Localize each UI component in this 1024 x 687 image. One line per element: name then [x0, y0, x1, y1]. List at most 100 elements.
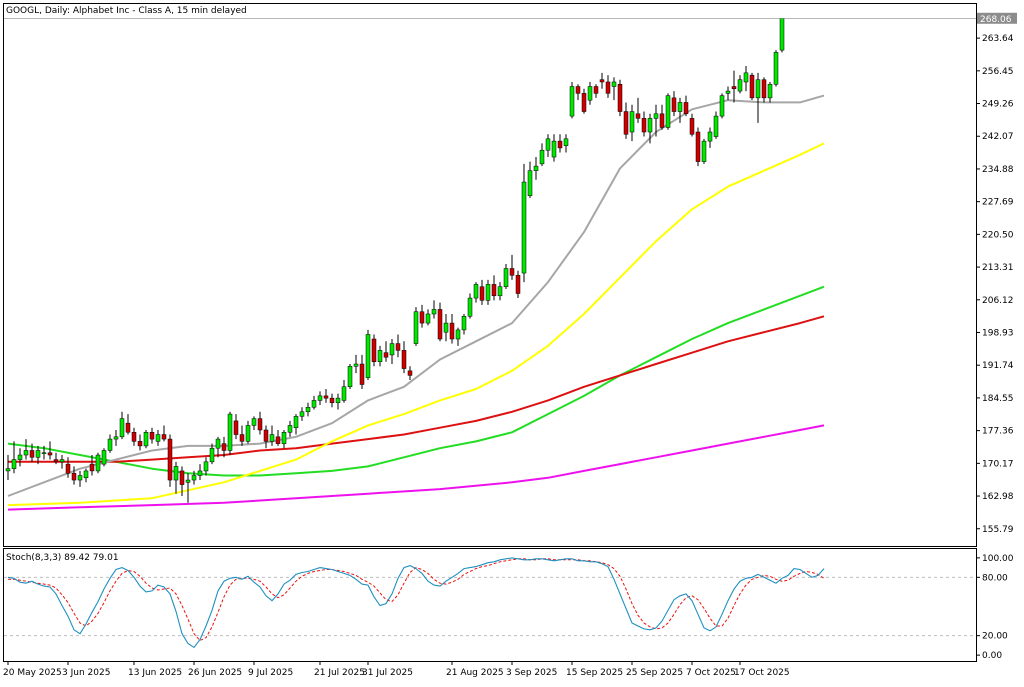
stoch-tick-label: 80.00 — [982, 573, 1008, 583]
candle-bullish — [443, 313, 449, 342]
candle-bearish — [179, 466, 185, 496]
candle-bearish — [29, 443, 35, 462]
date-axis: 20 May 2025 3 Jun 2025 13 Jun 2025 26 Jun 2… — [3, 661, 790, 678]
date-tick-label: 13 Jun 2025 — [128, 668, 182, 678]
candle-body — [71, 472, 77, 481]
candle-bullish — [425, 309, 431, 326]
candle-bearish — [599, 72, 605, 89]
price-tick-label: 191.74 — [982, 361, 1014, 371]
candle-bullish — [377, 345, 383, 367]
candle-bearish — [749, 72, 755, 101]
candle-bearish — [515, 270, 521, 299]
date-tick-label: 3 Sep 2025 — [506, 668, 557, 678]
candle-bearish — [263, 425, 269, 449]
candle-body — [389, 343, 395, 356]
candle-body — [473, 284, 479, 299]
candle-body — [359, 363, 365, 385]
candle-body — [593, 86, 599, 94]
candle-bullish — [41, 445, 47, 460]
candle-body — [443, 322, 449, 333]
candle-bullish — [347, 364, 353, 390]
candle-body — [185, 479, 191, 483]
candle-bearish — [641, 111, 647, 137]
candle-bullish — [701, 138, 707, 164]
candle-bullish — [707, 127, 713, 148]
candle-bearish — [575, 84, 581, 101]
candle-bearish — [167, 434, 173, 487]
candle-body — [551, 140, 557, 158]
ma-green-line — [7, 285, 825, 477]
candle-body — [215, 438, 221, 449]
candle-bullish — [431, 300, 437, 319]
date-tick-label: 15 Sep 2025 — [566, 668, 623, 678]
candle-body — [89, 463, 95, 472]
candle-body — [281, 432, 287, 444]
stoch-tick-label: 100.00 — [982, 554, 1014, 564]
candle-body — [737, 79, 743, 92]
candle-bearish — [65, 457, 71, 478]
candle-body — [533, 165, 539, 171]
candle-bullish — [107, 434, 113, 453]
candle-bullish — [341, 379, 347, 403]
candle-bullish — [95, 452, 101, 474]
price-tick-label: 256.45 — [982, 67, 1014, 77]
candle-bullish — [713, 111, 719, 139]
current-price-box — [977, 12, 1017, 24]
date-tick-label: 21 Aug 2025 — [446, 668, 504, 678]
candle-bearish — [635, 97, 641, 123]
candle-body — [479, 286, 485, 301]
candle-bullish — [35, 445, 41, 465]
candle-bearish — [239, 425, 245, 446]
candle-body — [101, 450, 107, 465]
candle-bullish — [485, 279, 491, 305]
candle-body — [269, 434, 275, 442]
candle-body — [581, 93, 587, 112]
candle-body — [521, 181, 527, 274]
candle-body — [377, 350, 383, 363]
candle-body — [749, 74, 755, 99]
price-tick-label: 220.50 — [982, 230, 1014, 240]
candle-bearish — [671, 91, 677, 117]
candle-bullish — [209, 443, 215, 465]
candle-body — [503, 268, 509, 287]
candle-body — [485, 284, 491, 301]
candle-bearish — [509, 254, 515, 280]
candle-bullish — [113, 429, 119, 446]
candle-bearish — [479, 279, 485, 305]
candle-bearish — [407, 366, 413, 380]
ma-yellow-line — [7, 142, 825, 507]
stochastic-oscillator — [4, 557, 976, 649]
candle-bullish — [305, 402, 311, 417]
candle-body — [95, 454, 101, 472]
candle-body — [617, 83, 623, 112]
candle-body — [407, 370, 413, 376]
candle-body — [305, 406, 311, 413]
candle-bullish — [389, 339, 395, 365]
candle-body — [623, 111, 629, 135]
candle-bullish — [569, 81, 575, 119]
candle-body — [509, 268, 515, 276]
candle-body — [83, 470, 89, 479]
candle-body — [365, 334, 371, 378]
candle-body — [17, 454, 23, 460]
candle-body — [557, 140, 563, 149]
candle-body — [23, 450, 29, 456]
candle-bullish — [59, 455, 65, 469]
candle-bullish — [281, 429, 287, 449]
candle-bullish — [629, 104, 635, 142]
candle-bullish — [287, 420, 293, 437]
candle-bullish — [665, 93, 671, 130]
candle-bearish — [557, 134, 563, 153]
price-tick-label: 155.79 — [982, 525, 1014, 535]
candle-body — [299, 411, 305, 417]
candle-bullish — [245, 420, 251, 444]
candle-bearish — [323, 389, 329, 403]
candle-body — [395, 343, 401, 351]
candle-body — [713, 115, 719, 137]
candle-body — [311, 400, 317, 408]
price-tick-label: 263.64 — [982, 34, 1014, 44]
candle-bearish — [275, 429, 281, 446]
candle-bearish — [659, 104, 665, 130]
candle-body — [341, 386, 347, 401]
candle-body — [257, 418, 263, 431]
